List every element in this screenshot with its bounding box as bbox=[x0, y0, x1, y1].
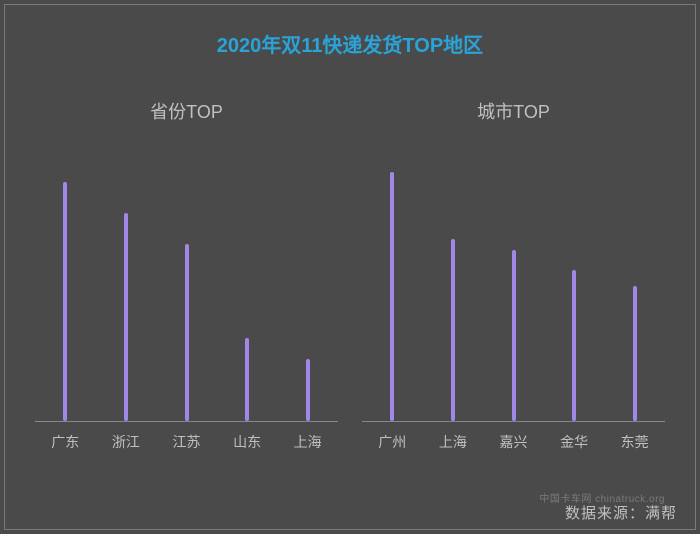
panel-province: 省份TOP 广东浙江江苏山东上海 bbox=[35, 98, 338, 452]
bar bbox=[124, 213, 128, 421]
source-label: 数据来源： bbox=[565, 505, 645, 522]
source-value: 满帮 bbox=[645, 505, 677, 522]
chart-frame: 2020年双11快递发货TOP地区 省份TOP 广东浙江江苏山东上海 城市TOP… bbox=[4, 4, 696, 530]
bar bbox=[245, 338, 249, 421]
panel-province-title: 省份TOP bbox=[35, 98, 338, 124]
bar bbox=[185, 244, 189, 421]
category-label: 嘉兴 bbox=[483, 432, 544, 452]
panel-city-title: 城市TOP bbox=[362, 98, 665, 124]
bar bbox=[451, 239, 455, 421]
charts-row: 省份TOP 广东浙江江苏山东上海 城市TOP 广州上海嘉兴金华东莞 bbox=[5, 58, 695, 452]
bar bbox=[390, 172, 394, 421]
data-source: 数据来源：满帮 bbox=[565, 502, 677, 523]
bar bbox=[572, 270, 576, 421]
category-label: 东莞 bbox=[604, 432, 665, 452]
panel-province-plot bbox=[35, 152, 338, 422]
chart-title: 2020年双11快递发货TOP地区 bbox=[5, 29, 695, 58]
category-label: 江苏 bbox=[156, 432, 217, 452]
bar bbox=[633, 286, 637, 421]
panel-province-labels: 广东浙江江苏山东上海 bbox=[35, 432, 338, 452]
bar bbox=[306, 359, 310, 421]
category-label: 浙江 bbox=[96, 432, 157, 452]
category-label: 上海 bbox=[423, 432, 484, 452]
panel-city-plot bbox=[362, 152, 665, 422]
category-label: 广州 bbox=[362, 432, 423, 452]
category-label: 金华 bbox=[544, 432, 605, 452]
bar bbox=[63, 182, 67, 421]
panel-city-labels: 广州上海嘉兴金华东莞 bbox=[362, 432, 665, 452]
category-label: 山东 bbox=[217, 432, 278, 452]
category-label: 上海 bbox=[277, 432, 338, 452]
panel-city: 城市TOP 广州上海嘉兴金华东莞 bbox=[362, 98, 665, 452]
bar bbox=[512, 250, 516, 421]
category-label: 广东 bbox=[35, 432, 96, 452]
